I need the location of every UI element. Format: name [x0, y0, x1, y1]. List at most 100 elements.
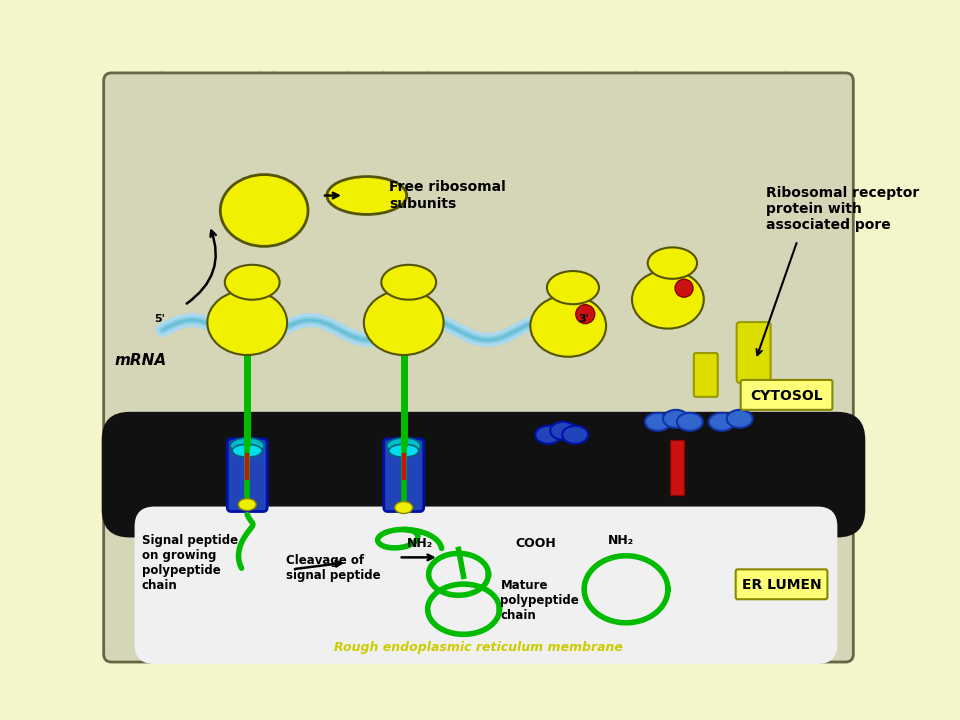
Point	[562, 342, 577, 354]
Point	[556, 162, 571, 174]
Point	[258, 555, 274, 567]
Point	[189, 631, 204, 642]
Point	[545, 303, 561, 315]
Point	[695, 572, 710, 583]
Point	[424, 278, 440, 289]
Point	[843, 463, 858, 474]
Point	[560, 487, 575, 499]
Point	[373, 614, 389, 626]
Point	[427, 652, 443, 663]
Point	[778, 296, 793, 307]
Point	[319, 296, 334, 307]
Point	[313, 230, 328, 241]
Point	[658, 557, 673, 569]
Point	[336, 464, 351, 476]
Point	[265, 618, 280, 630]
Point	[787, 235, 803, 246]
Point	[725, 403, 740, 415]
Point	[662, 628, 678, 639]
Point	[534, 290, 549, 302]
Point	[523, 338, 539, 350]
Point	[689, 118, 705, 130]
Point	[634, 610, 649, 621]
Point	[542, 407, 558, 418]
Point	[464, 518, 479, 530]
Point	[257, 507, 273, 518]
Point	[125, 262, 140, 274]
Point	[485, 460, 500, 472]
Point	[561, 204, 576, 215]
Point	[786, 624, 802, 636]
Point	[559, 115, 574, 127]
Point	[443, 163, 458, 175]
Point	[254, 78, 270, 90]
Point	[533, 284, 548, 296]
Point	[173, 508, 188, 520]
Point	[511, 76, 526, 87]
Point	[279, 285, 295, 297]
Point	[438, 392, 453, 403]
Point	[816, 599, 831, 611]
Point	[535, 88, 550, 99]
Point	[421, 343, 437, 355]
Point	[148, 317, 163, 328]
Point	[700, 417, 715, 428]
Point	[210, 286, 226, 297]
Point	[510, 541, 525, 552]
Point	[274, 292, 289, 304]
Point	[120, 628, 135, 639]
Point	[685, 171, 701, 183]
Point	[423, 428, 439, 439]
Point	[288, 408, 303, 420]
Point	[546, 568, 562, 580]
Point	[204, 79, 219, 91]
Point	[694, 263, 709, 274]
Point	[332, 136, 348, 148]
Point	[612, 619, 628, 631]
Point	[629, 389, 644, 400]
Point	[749, 626, 764, 637]
Point	[408, 320, 423, 332]
Point	[538, 99, 553, 111]
Point	[567, 339, 583, 351]
Point	[462, 357, 477, 369]
Point	[421, 446, 437, 457]
Point	[248, 200, 263, 212]
Point	[826, 94, 841, 106]
Point	[801, 465, 816, 477]
Point	[178, 247, 193, 258]
Point	[466, 169, 481, 181]
Point	[368, 285, 383, 297]
Point	[608, 600, 623, 612]
Point	[534, 352, 549, 364]
Point	[483, 493, 498, 505]
Point	[228, 346, 244, 357]
Point	[145, 142, 160, 153]
Point	[421, 217, 437, 229]
Point	[161, 240, 177, 252]
Point	[698, 114, 713, 126]
Point	[490, 127, 505, 138]
Point	[764, 166, 780, 177]
Point	[662, 268, 678, 279]
Point	[475, 153, 491, 164]
Point	[257, 546, 273, 558]
Point	[461, 101, 476, 112]
Point	[402, 613, 418, 624]
Point	[700, 305, 715, 316]
Point	[768, 297, 783, 309]
Point	[543, 150, 559, 162]
Point	[562, 77, 577, 89]
Point	[435, 461, 450, 472]
Point	[722, 574, 737, 585]
Point	[713, 547, 729, 559]
Point	[728, 319, 743, 330]
Point	[524, 404, 540, 415]
Point	[225, 583, 240, 595]
Point	[523, 71, 539, 82]
Point	[226, 563, 241, 575]
Point	[441, 599, 456, 611]
Point	[468, 583, 484, 595]
Point	[623, 596, 638, 608]
Point	[153, 465, 168, 477]
